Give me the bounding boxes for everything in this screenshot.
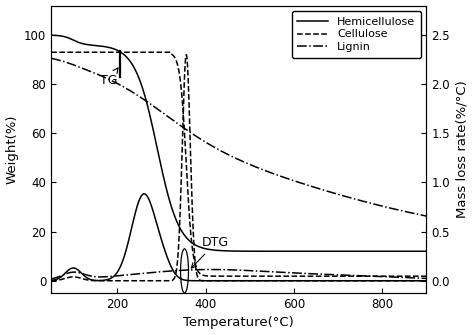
Hemicellulose — [113, 48, 119, 52]
Hemicellulose — [91, 43, 97, 47]
Line: Cellulose: Cellulose — [51, 52, 427, 276]
Cellulose — [192, 262, 198, 266]
Lignin — [48, 56, 54, 60]
Lignin — [91, 71, 97, 75]
Hemicellulose — [424, 249, 429, 253]
Cellulose — [310, 274, 316, 278]
Hemicellulose — [376, 249, 382, 253]
Cellulose — [376, 274, 382, 278]
Cellulose — [91, 50, 97, 54]
Lignin — [416, 212, 422, 216]
Cellulose — [113, 50, 119, 54]
Cellulose — [48, 50, 54, 54]
Cellulose — [416, 274, 422, 278]
Cellulose — [209, 274, 214, 278]
Cellulose — [424, 274, 429, 278]
Lignin — [209, 144, 214, 148]
Text: DTG: DTG — [191, 237, 229, 268]
Hemicellulose — [416, 249, 422, 253]
Hemicellulose — [209, 248, 214, 252]
Legend: Hemicellulose, Cellulose, Lignin: Hemicellulose, Cellulose, Lignin — [292, 11, 421, 58]
Lignin — [424, 214, 429, 218]
Lignin — [192, 134, 198, 138]
Hemicellulose — [48, 33, 54, 37]
Y-axis label: Mass loss rate(%/°C): Mass loss rate(%/°C) — [456, 80, 468, 218]
X-axis label: Temperature(°C): Temperature(°C) — [183, 317, 294, 329]
Line: Hemicellulose: Hemicellulose — [51, 35, 427, 251]
Hemicellulose — [192, 243, 198, 247]
Lignin — [376, 203, 382, 207]
Text: TG: TG — [100, 68, 118, 87]
Lignin — [113, 81, 119, 85]
Y-axis label: Weight(%): Weight(%) — [6, 115, 18, 184]
Line: Lignin: Lignin — [51, 58, 427, 216]
